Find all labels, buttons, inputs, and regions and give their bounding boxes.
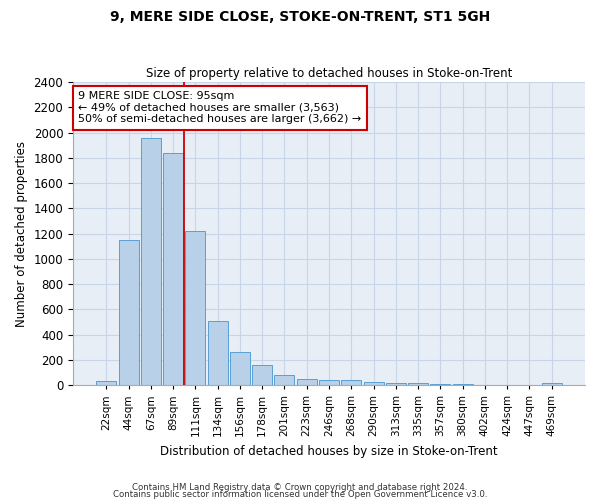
Bar (119, 240, 139, 385)
Bar (430, 384, 451, 385)
Bar (252, 366, 272, 385)
Bar (274, 375, 295, 385)
Bar (141, 138, 161, 385)
Bar (230, 352, 250, 385)
Bar (364, 382, 383, 385)
Bar (96, 382, 116, 385)
Text: 9, MERE SIDE CLOSE, STOKE-ON-TRENT, ST1 5GH: 9, MERE SIDE CLOSE, STOKE-ON-TRENT, ST1 … (110, 10, 490, 24)
Bar (542, 382, 562, 385)
Bar (341, 380, 361, 385)
Title: Size of property relative to detached houses in Stoke-on-Trent: Size of property relative to detached ho… (146, 66, 512, 80)
Text: Contains HM Land Registry data © Crown copyright and database right 2024.: Contains HM Land Registry data © Crown c… (132, 484, 468, 492)
Bar (208, 320, 227, 385)
X-axis label: Distribution of detached houses by size in Stoke-on-Trent: Distribution of detached houses by size … (160, 444, 498, 458)
Y-axis label: Number of detached properties: Number of detached properties (15, 140, 28, 326)
Text: 9 MERE SIDE CLOSE: 95sqm
← 49% of detached houses are smaller (3,563)
50% of sem: 9 MERE SIDE CLOSE: 95sqm ← 49% of detach… (78, 91, 361, 124)
Text: Contains public sector information licensed under the Open Government Licence v3: Contains public sector information licen… (113, 490, 487, 499)
Bar (319, 380, 339, 385)
Bar (297, 378, 317, 385)
Bar (185, 231, 205, 385)
Bar (452, 384, 473, 385)
Bar (386, 382, 406, 385)
Bar (163, 152, 183, 385)
Bar (408, 384, 428, 385)
